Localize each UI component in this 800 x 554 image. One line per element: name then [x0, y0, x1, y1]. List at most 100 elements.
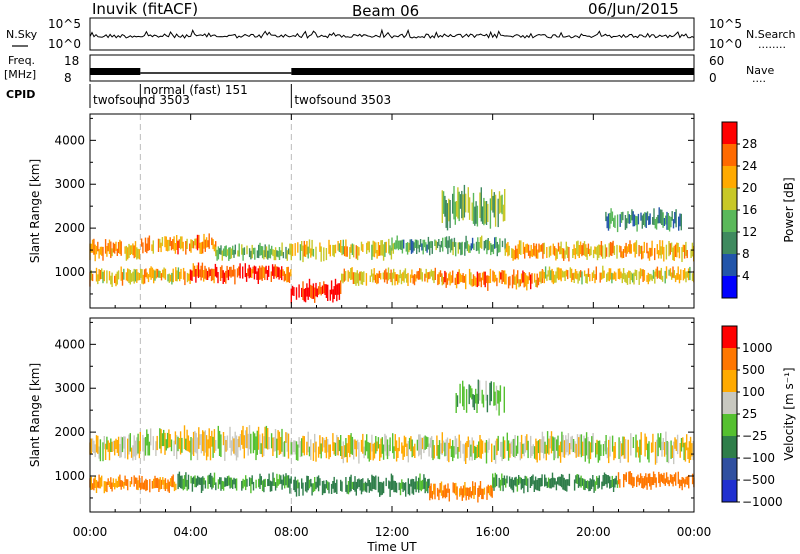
date-title: 06/Jun/2015: [588, 0, 679, 18]
power-colorbar-cell: [722, 210, 737, 232]
velocity-colorbar-tick-label: −1000: [742, 495, 783, 509]
nsky-label: N.Sky: [6, 28, 38, 41]
velocity-scatter-band: [441, 431, 694, 465]
velocity-xtick-label: 04:00: [173, 525, 208, 539]
noise-strip-frame: [89, 17, 695, 51]
velocity-colorbar-tick-label: −500: [742, 473, 775, 487]
power-colorbar-cell: [722, 144, 737, 166]
power-scatter-band: [341, 267, 443, 286]
velocity-colorbar-tick-label: 100: [742, 385, 765, 399]
velocity-scatter-band: [492, 472, 619, 494]
power-scatter-band: [542, 265, 695, 285]
velocity-colorbar-cell: [722, 436, 737, 458]
power-ytick-label: 1000: [54, 265, 85, 279]
velocity-colorbar-tick-label: −100: [742, 451, 775, 465]
velocity-panel: 1000 2000 3000 4000 Slant Range [km] 1000 500 1…: [28, 317, 796, 539]
cpid-label: CPID: [6, 88, 35, 101]
noise-trace: [89, 28, 695, 48]
freq-block-2: [291, 68, 694, 75]
velocity-ytick-label: 2000: [54, 425, 85, 439]
velocity-scatter-band: [617, 471, 695, 491]
velocity-y-axis-label: Slant Range [km]: [28, 363, 42, 467]
nsky-tick-low: 10^0: [48, 37, 81, 51]
velocity-xtick-label: 08:00: [274, 525, 309, 539]
freq-tick-high: 18: [64, 54, 79, 68]
power-colorbar-tick-label: 8: [742, 247, 750, 261]
velocity-ytick-label: 4000: [54, 337, 85, 351]
power-ytick-label: 2000: [54, 221, 85, 235]
power-scatter-band: [140, 233, 217, 255]
nsearch-dots: ........: [758, 38, 786, 51]
power-scatter-band: [215, 242, 292, 261]
velocity-colorbar-tick-label: 25: [742, 407, 757, 421]
nsearch-label: N.Search: [746, 28, 796, 41]
nave-tick-low: 0: [709, 71, 717, 85]
velocity-scatter-band: [293, 473, 430, 497]
power-scatter-band: [605, 207, 682, 233]
velocity-xtick-label: 00:00: [73, 525, 108, 539]
freq-trace: [90, 68, 694, 75]
nsearch-tick-high: 10^5: [709, 17, 742, 31]
power-colorbar-tick-label: 12: [742, 225, 757, 239]
nsearch-tick-low: 10^0: [709, 37, 742, 51]
velocity-ytick-label: 3000: [54, 381, 85, 395]
power-colorbar-tick-label: 4: [742, 269, 750, 283]
velocity-ytick-label: 1000: [54, 469, 85, 483]
velocity-colorbar-cell: [722, 326, 737, 348]
power-colorbar-tick-label: 28: [742, 137, 757, 151]
velocity-xtick-label: 12:00: [375, 525, 410, 539]
power-scatter-band: [441, 184, 506, 231]
nsky-tick-high: 10^5: [48, 17, 81, 31]
nave-dots: ....: [752, 72, 766, 85]
velocity-scatter-band: [177, 471, 292, 494]
x-axis-label: Time UT: [366, 540, 417, 554]
power-colorbar-tick-label: 24: [742, 159, 757, 173]
velocity-colorbar-tick-label: −25: [742, 429, 767, 443]
velocity-scatter-band: [290, 431, 443, 464]
cpid-segment-label: twofsound 3503: [93, 93, 190, 107]
velocity-scatter-band: [89, 433, 141, 462]
power-scatter-band: [189, 262, 292, 285]
velocity-colorbar-tick-label: 1000: [742, 341, 773, 355]
velocity-colorbar-cell: [722, 480, 737, 502]
power-panel: 1000 2000 3000 4000 Slant Range [km] 4 8 12 16 20…: [28, 113, 796, 309]
power-colorbar-cell: [722, 276, 737, 298]
cpid-segment-label: twofsound 3503: [294, 93, 391, 107]
power-colorbar-cell: [722, 254, 737, 276]
power-scatter-band: [391, 235, 506, 257]
power-colorbar-label: Power [dB]: [782, 177, 796, 242]
velocity-scatter-band: [455, 379, 505, 416]
power-ytick-label: 3000: [54, 177, 85, 191]
nave-tick-high: 60: [709, 54, 724, 68]
velocity-xtick-label: 20:00: [576, 525, 611, 539]
power-scatter-band: [504, 240, 695, 262]
freq-block-1: [90, 68, 141, 75]
power-ytick-label: 4000: [54, 133, 85, 147]
velocity-colorbar-cell: [722, 348, 737, 370]
power-colorbar-cell: [722, 188, 737, 210]
noise-trace-line: [89, 28, 695, 48]
power-colorbar-cell: [722, 232, 737, 254]
power-colorbar-tick-label: 20: [742, 181, 757, 195]
velocity-scatter-band: [139, 425, 292, 461]
power-scatter-band: [89, 238, 141, 262]
power-scatter-band: [89, 266, 191, 287]
velocity-xtick-label: 00:00: [677, 525, 712, 539]
freq-tick-low: 8: [64, 71, 72, 85]
velocity-colorbar-cell: [722, 392, 737, 414]
power-colorbar-cell: [722, 122, 737, 144]
power-y-axis-label: Slant Range [km]: [28, 159, 42, 263]
nave-label: Nave: [746, 64, 774, 77]
beam-title: Beam 06: [352, 2, 419, 20]
power-scatter-band: [290, 238, 393, 263]
power-scatter-band: [290, 278, 342, 304]
power-scatter-band: [441, 268, 544, 291]
velocity-colorbar-tick-label: 500: [742, 363, 765, 377]
freq-unit-label: [MHz]: [4, 68, 36, 81]
cpid-segment-label: normal (fast) 151: [143, 83, 247, 97]
velocity-colorbar-cell: [722, 414, 737, 436]
velocity-colorbar-cell: [722, 458, 737, 480]
power-colorbar-cell: [722, 166, 737, 188]
